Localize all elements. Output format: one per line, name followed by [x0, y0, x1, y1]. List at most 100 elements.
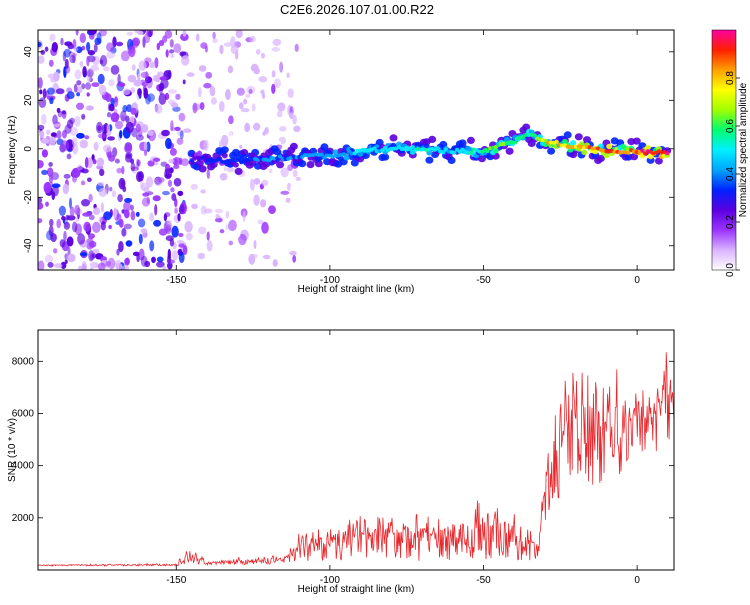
spectrogram-noise-cell [178, 251, 185, 264]
spectrogram-ridge-cell [596, 154, 605, 163]
spectrogram-noise-cell [86, 41, 91, 52]
spectrogram-noise-cell [219, 44, 224, 55]
spectrogram-noise-cell [93, 43, 98, 53]
spectrogram-noise-cell [53, 263, 63, 269]
spectrogram-noise-cell [164, 168, 173, 180]
spectrogram-ridge-cell [485, 148, 490, 153]
spectrogram-ridge-cell [505, 147, 514, 155]
spectrogram-noise-cell [61, 110, 67, 115]
x-tick-label: -150 [166, 575, 186, 586]
spectrogram-x-ticks: -150 -100 -50 0 [166, 30, 640, 286]
spectrogram-noise-cell [176, 137, 184, 145]
spectrogram-noise-cell [110, 112, 120, 123]
spectrogram-noise-cell [264, 126, 269, 135]
spectrogram-noise-cell [167, 248, 171, 260]
spectrogram-noise-cell [66, 153, 72, 160]
spectrogram-noise-cell [176, 240, 185, 244]
spectrogram-noise-cell [131, 37, 141, 47]
spectrogram-noise-cell [135, 134, 144, 141]
spectrogram-ridge-cell [603, 152, 610, 159]
spectrogram-noise-cell [162, 190, 170, 196]
y-tick-label: 40 [23, 46, 34, 58]
spectrogram-noise-cell [212, 31, 216, 40]
spectrogram-noise-cell [74, 204, 81, 216]
spectrogram-noise-cell [258, 76, 268, 83]
spectrogram-noise-cell [59, 239, 66, 248]
spectrogram-noise-cell [115, 120, 123, 130]
spectrogram-noise-cell [199, 102, 205, 111]
spectrogram-noise-cell [121, 265, 130, 270]
spectrogram-noise-cell [48, 162, 53, 167]
spectrogram-noise-cell [223, 166, 227, 172]
spectrogram-noise-cell [76, 80, 82, 86]
spectrogram-noise-cell [261, 52, 265, 59]
spectrogram-noise-cell [76, 164, 83, 171]
spectrogram-noise-cell [38, 197, 43, 204]
spectrogram-noise-cell [117, 82, 126, 87]
spectrogram-noise-cell [88, 193, 93, 203]
spectrogram-ridge-cell [632, 137, 641, 145]
spectrogram-noise-cell [115, 263, 123, 270]
spectrogram-noise-cell [161, 129, 170, 137]
spectrogram-noise-cell [164, 30, 173, 39]
spectrogram-noise-cell [106, 112, 112, 118]
spectrogram-noise-cell [98, 133, 107, 139]
spectrogram-ridge-cell [236, 157, 241, 162]
spectrogram-noise-cell [107, 150, 113, 159]
spectrogram-noise-cell [206, 240, 213, 252]
spectrogram-noise-cell [167, 69, 172, 80]
spectrogram-noise-cell [206, 231, 210, 241]
spectrogram-noise-cell [107, 136, 115, 141]
spectrogram-noise-cell [92, 221, 101, 233]
spectrogram-noise-cell [167, 179, 173, 187]
spectrogram-noise-cell [75, 30, 79, 36]
spectrogram-noise-cell [171, 193, 177, 202]
spectrogram-noise-cell [149, 212, 155, 222]
spectrogram-noise-cell [81, 199, 90, 207]
spectrogram-noise-cell [255, 49, 261, 55]
spectrogram-noise-cell [168, 89, 177, 94]
spectrogram-noise-cell [53, 71, 60, 82]
spectrogram-noise-cell [91, 82, 100, 88]
spectrogram-noise-cell [99, 168, 105, 177]
spectrogram-noise-cell [66, 236, 74, 247]
spectrogram-noise-cell [76, 102, 84, 111]
spectrogram-ridge-cell [276, 161, 285, 169]
spectrogram-ridge-cell [266, 158, 272, 163]
spectrogram-noise-cell [168, 158, 175, 164]
spectrogram-noise-cell [71, 167, 81, 178]
spectrogram-ridge-cell [606, 143, 613, 150]
spectrogram-noise-cell [85, 105, 94, 111]
spectrogram-noise-cell [69, 54, 76, 64]
spectrogram-noise-cell [279, 126, 287, 132]
spectrogram-noise-cell [67, 253, 76, 263]
spectrogram-noise-cell [125, 240, 133, 247]
spectrogram-noise-cell [180, 33, 189, 41]
spectrogram-noise-cell [49, 136, 56, 146]
spectrogram-noise-cell [152, 195, 161, 202]
spectrogram-noise-cell [287, 88, 294, 98]
spectrogram-noise-cell [41, 169, 48, 175]
x-tick-label: 0 [634, 275, 640, 286]
spectrogram-noise-cell [48, 225, 54, 237]
spectrogram-y-ticks: -40 -20 0 20 40 [23, 46, 674, 253]
spectrogram-noise-cell [114, 96, 118, 103]
figure-title: C2E6.2026.107.01.00.R22 [280, 2, 434, 17]
spectrogram-ridge-cell [466, 136, 475, 144]
spectrogram-ridge-cell [441, 150, 446, 155]
y-tick-label: -40 [23, 238, 34, 253]
spectrogram-noise-cell [82, 66, 87, 78]
spectrogram-noise-cell [67, 43, 74, 50]
spectrogram-noise-cell [43, 182, 52, 194]
snr-x-label: Height of straight line (km) [298, 584, 415, 595]
spectrogram-noise-cell [221, 134, 229, 147]
spectrogram-noise-cell [169, 238, 175, 247]
spectrogram-ridge-cell [217, 156, 222, 161]
snr-panel: -150 -100 -50 0 2000 4000 6000 8000 Height of … [7, 329, 675, 595]
spectrogram-noise-cell [280, 190, 290, 195]
spectrogram-noise-cell [246, 141, 251, 152]
spectrogram-noise-cell [154, 204, 158, 216]
spectrogram-noise-cell [214, 208, 223, 214]
spectrogram-noise-cell [124, 197, 133, 203]
spectrogram-noise-cell [109, 186, 113, 192]
